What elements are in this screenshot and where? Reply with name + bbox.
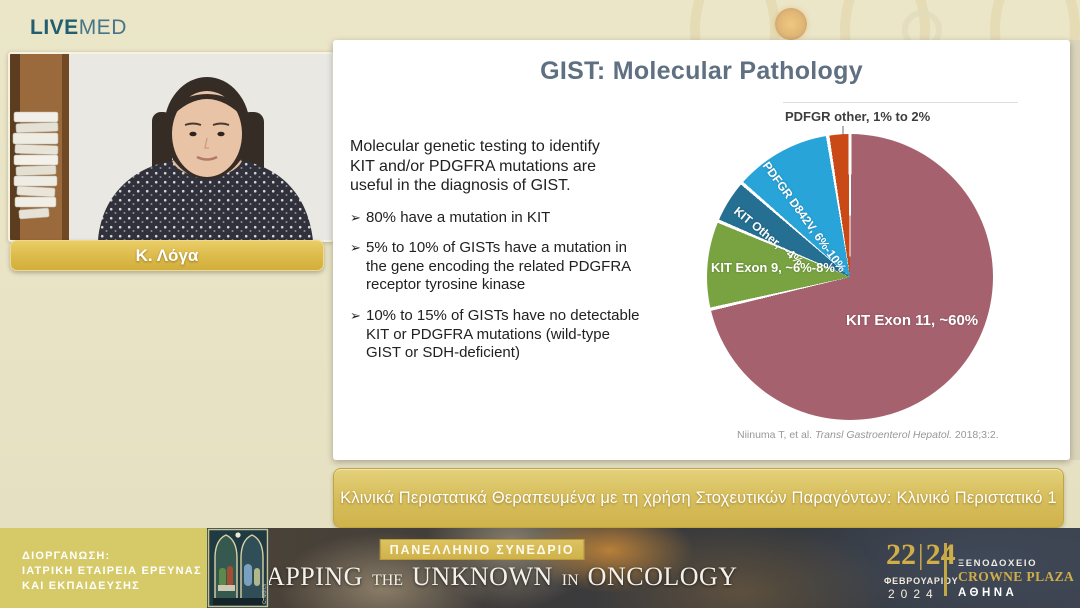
bullet-item: ➢ 5% to 10% of GISTs have a mutation in …	[350, 239, 676, 295]
slide-title: GIST: Molecular Pathology	[540, 57, 863, 85]
sun-motif-icon	[775, 8, 807, 40]
footer-main-banner: ΠΑΝΕΛΛΗΝΙΟ ΣΥΝΕΔΡΙΟ MAPPING THE UNKNOWN …	[269, 528, 1080, 608]
organizer-line: ΙΑΤΡΙΚΗ ΕΤΑΙΡΕΙΑ ΕΡΕΥΝΑΣ	[22, 565, 202, 577]
citation-authors: Niinuma T, et al.	[737, 429, 816, 441]
title-word: ONCOLOGY	[587, 562, 738, 591]
venue-block: ΞΕΝΟΔΟΧΕΙΟ CROWNE PLAZA ΑΘΗΝΑ	[958, 528, 1078, 608]
bullet-text: 5% to 10% of GISTs have a mutation in th…	[366, 239, 632, 294]
speaker-name-label: Κ. Λόγα	[10, 240, 324, 271]
artwork-painting: C. Mörch	[207, 528, 269, 608]
title-word: THE	[371, 572, 404, 589]
bullet-arrow-icon: ➢	[350, 240, 361, 256]
bullet-text: 80% have a mutation in KIT	[366, 208, 551, 226]
organizer-line: ΔΙΟΡΓΑΝΩΣΗ:	[22, 550, 111, 562]
background-texture-strip	[1070, 40, 1080, 460]
conference-artwork: C. Mörch	[207, 528, 269, 608]
speaker-video-scene	[10, 54, 332, 240]
congress-title: MAPPING THE UNKNOWN IN ONCOLOGY	[269, 562, 738, 592]
slide-panel: GIST: Molecular Pathology Molecular gene…	[333, 40, 1070, 460]
artwork-credit: C. Mörch	[262, 584, 268, 605]
header-artwork-decoration	[690, 0, 1080, 46]
organizer-line: ΚΑΙ ΕΚΠΑΙΔΕΥΣΗΣ	[22, 580, 140, 592]
bullet-list: ➢ 80% have a mutation in KIT ➢ 5% to 10%…	[350, 209, 676, 363]
pie-chart	[707, 134, 993, 420]
venue-city: ΑΘΗΝΑ	[958, 587, 1018, 599]
date-to: 24	[925, 538, 956, 571]
title-word: MAPPING	[269, 562, 363, 591]
pie-label-kit-exon9: KIT Exon 9, ~6%-8%	[711, 260, 835, 275]
bullet-item: ➢ 10% to 15% of GISTs have no detectable…	[350, 307, 676, 363]
venue-label: ΞΕΝΟΔΟΧΕΙΟ	[958, 558, 1038, 569]
livemed-logo: LIVEMED	[30, 16, 127, 40]
date-range: 22|24	[886, 540, 956, 570]
title-word: UNKNOWN	[412, 562, 553, 591]
pie-label-kit-exon11: KIT Exon 11, ~60%	[846, 312, 979, 329]
bullet-text: 10% to 15% of GISTs have no detectable K…	[366, 306, 640, 362]
book-stack	[12, 111, 59, 220]
venue-hotel-name: CROWNE PLAZA	[958, 569, 1075, 584]
bullet-item: ➢ 80% have a mutation in KIT	[350, 209, 676, 228]
slide-intro-paragraph: Molecular genetic testing to identify KI…	[350, 138, 600, 195]
congress-kind-badge: ΠΑΝΕΛΛΗΝΙΟ ΣΥΝΕΔΡΙΟ	[379, 539, 585, 560]
citation-journal: Transl Gastroenterol Hepatol.	[815, 429, 952, 441]
speaker-person	[98, 77, 313, 240]
pie-callout-label: PDFGR other, 1% to 2%	[785, 109, 931, 124]
chart-top-rule	[783, 102, 1018, 103]
pie-callout-leader-line	[842, 126, 844, 137]
slide-citation: Niinuma T, et al. Transl Gastroenterol H…	[737, 429, 999, 441]
logo-med-text: MED	[78, 16, 127, 39]
gold-divider	[944, 543, 947, 596]
citation-rest: 2018;3:2.	[951, 429, 999, 441]
session-banner: Κλινικά Περιστατικά Θεραπευμένα με τη χρ…	[333, 468, 1064, 528]
ribbon-motif-decoration	[990, 0, 1080, 46]
bullet-arrow-icon: ➢	[350, 307, 361, 323]
date-year: 2024	[888, 587, 939, 601]
slide-text-column: Molecular genetic testing to identify KI…	[350, 137, 676, 375]
speaker-video	[8, 52, 334, 242]
date-separator: |	[918, 540, 924, 571]
speaker-name-text: Κ. Λόγα	[135, 245, 199, 265]
title-word: IN	[561, 572, 579, 589]
conference-footer: ΔΙΟΡΓΑΝΩΣΗ: ΙΑΤΡΙΚΗ ΕΤΑΙΡΕΙΑ ΕΡΕΥΝΑΣ ΚΑΙ…	[0, 528, 1080, 608]
organizer-block: ΔΙΟΡΓΑΝΩΣΗ: ΙΑΤΡΙΚΗ ΕΤΑΙΡΕΙΑ ΕΡΕΥΝΑΣ ΚΑΙ…	[0, 528, 207, 608]
date-from: 22	[886, 538, 916, 571]
date-month: ΦΕΒΡΟΥΑΡΙΟΥ	[884, 576, 959, 586]
bullet-arrow-icon: ➢	[350, 209, 361, 225]
logo-live-text: LIVE	[30, 16, 79, 39]
session-banner-text: Κλινικά Περιστατικά Θεραπευμένα με τη χρ…	[340, 488, 1057, 507]
